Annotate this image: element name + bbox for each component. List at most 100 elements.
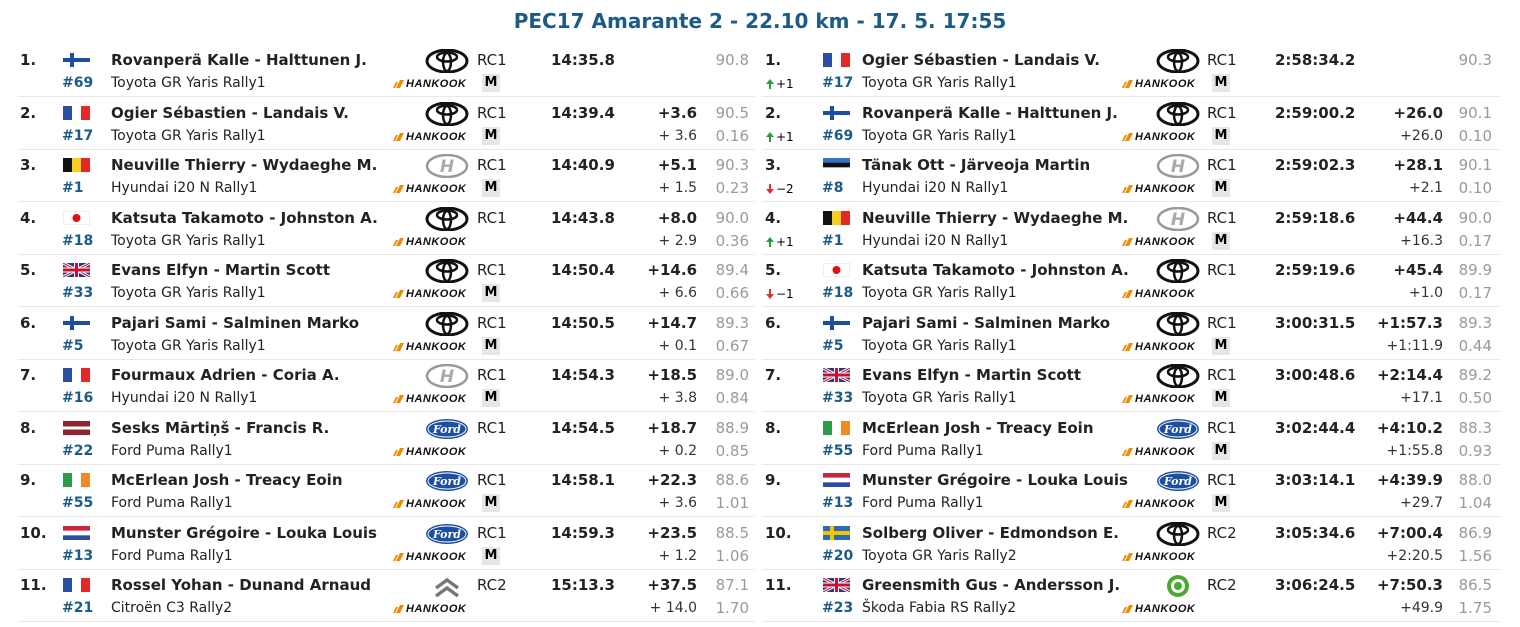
- flag: [823, 578, 850, 592]
- position-change: −2: [776, 182, 794, 196]
- position: 7.: [20, 366, 37, 384]
- badge: M: [1212, 74, 1230, 92]
- position: 6.: [20, 313, 37, 332]
- row-separator: [762, 358, 1500, 360]
- tyre-mark: [393, 605, 404, 613]
- class: RC1: [477, 103, 507, 122]
- position: 2.: [765, 103, 782, 122]
- tyre-brand: HANKOOK: [406, 78, 467, 90]
- flag: [823, 53, 850, 67]
- diff-leader: +8.0: [657, 208, 697, 227]
- flag: [823, 525, 850, 540]
- manufacturer-logo: [425, 49, 469, 73]
- svg-text:H: H: [440, 157, 454, 177]
- tyre-mark: [393, 552, 404, 561]
- diff-leader: +44.4: [1393, 208, 1443, 227]
- car-number: #17: [822, 75, 854, 91]
- crew: Solberg Oliver - Edmondson E.: [862, 523, 1119, 542]
- time: 3:05:34.6: [1275, 523, 1356, 542]
- speed: 89.0: [715, 366, 749, 384]
- time: 14:50.4: [551, 261, 615, 279]
- manufacturer-logo: [425, 101, 469, 126]
- time: 14:59.3: [551, 523, 615, 542]
- car-model: Toyota GR Yaris Rally1: [111, 232, 266, 249]
- car-number: #13: [62, 547, 94, 564]
- tyre-mark: [1122, 185, 1133, 193]
- tyre-brand: HANKOOK: [406, 130, 467, 143]
- flag: [63, 210, 90, 225]
- manufacturer-logo: [1156, 49, 1200, 73]
- time: 2:58:34.2: [1275, 51, 1356, 69]
- time: 14:40.9: [551, 156, 615, 174]
- time: 15:13.3: [551, 576, 615, 594]
- tyre-brand: HANKOOK: [406, 603, 467, 615]
- flag: [823, 368, 850, 382]
- position-arrow: [766, 184, 774, 194]
- badge: M: [482, 74, 500, 92]
- crew: Rovanperä Kalle - Halttunen J.: [862, 103, 1118, 122]
- diff-per-km: 0.17: [1458, 231, 1492, 250]
- car-model: Toyota GR Yaris Rally1: [862, 127, 1017, 144]
- manufacturer-logo: H: [425, 364, 469, 388]
- row-separator: [18, 201, 755, 202]
- speed: 88.9: [715, 418, 749, 437]
- time: 14:50.5: [551, 313, 615, 332]
- svg-text:Ford: Ford: [1163, 475, 1192, 488]
- car-model: Ford Puma Rally1: [111, 442, 233, 459]
- diff-previous: + 2.9: [658, 232, 697, 249]
- position: 1.: [20, 51, 37, 69]
- manufacturer-logo: Ford: [1157, 418, 1199, 439]
- flag: [823, 473, 850, 487]
- diff-leader: +45.4: [1393, 261, 1443, 279]
- badge: M: [1212, 336, 1230, 355]
- class: RC1: [477, 261, 507, 279]
- tyre-mark: [1122, 500, 1133, 508]
- badge: M: [482, 126, 500, 145]
- class: RC2: [1207, 576, 1237, 594]
- manufacturer-logo: [425, 311, 469, 336]
- diff-leader: +7:50.3: [1376, 576, 1443, 594]
- row-separator: [18, 148, 755, 150]
- badge: M: [482, 546, 500, 565]
- class: RC1: [1207, 418, 1237, 437]
- car-number: #16: [62, 390, 94, 406]
- row-separator: [18, 253, 755, 255]
- time: 14:43.8: [551, 208, 615, 227]
- car-number: #8: [822, 180, 844, 196]
- position-arrow: [766, 236, 774, 247]
- diff-per-km: 0.36: [715, 231, 749, 250]
- class: RC1: [477, 366, 507, 384]
- position: 3.: [20, 156, 37, 174]
- tyre-mark: [393, 342, 404, 351]
- svg-text:H: H: [1171, 210, 1185, 230]
- diff-per-km: 0.44: [1458, 336, 1492, 355]
- manufacturer-logo: H: [425, 154, 469, 178]
- flag: [63, 578, 90, 592]
- time: 14:39.4: [551, 103, 615, 122]
- speed: 90.1: [1458, 156, 1492, 174]
- badge: M: [482, 179, 500, 197]
- row-separator: [762, 411, 1500, 412]
- position-change: +1: [776, 77, 794, 91]
- tyre-brand: HANKOOK: [1135, 498, 1196, 510]
- tyre-brand: HANKOOK: [1135, 603, 1196, 615]
- diff-previous: +17.1: [1400, 390, 1443, 406]
- tyre-mark: [1122, 290, 1133, 298]
- diff-per-km: 0.85: [715, 441, 749, 460]
- car-number: #55: [62, 495, 94, 511]
- diff-leader: +28.1: [1393, 156, 1443, 174]
- diff-previous: + 0.2: [658, 442, 697, 459]
- crew: Neuville Thierry - Wydaeghe M.: [862, 208, 1129, 227]
- time: 3:00:31.5: [1275, 313, 1356, 332]
- position: 3.: [765, 156, 782, 174]
- car-number: #1: [62, 180, 84, 196]
- car-number: #1: [822, 232, 844, 249]
- badge: M: [1212, 231, 1230, 250]
- diff-per-km: 0.67: [715, 336, 749, 355]
- car-number: #33: [62, 285, 94, 301]
- position: 5.: [20, 261, 37, 279]
- speed: 89.4: [715, 261, 749, 279]
- badge: M: [482, 284, 500, 302]
- row-separator: [762, 201, 1500, 202]
- manufacturer-logo: [425, 259, 469, 283]
